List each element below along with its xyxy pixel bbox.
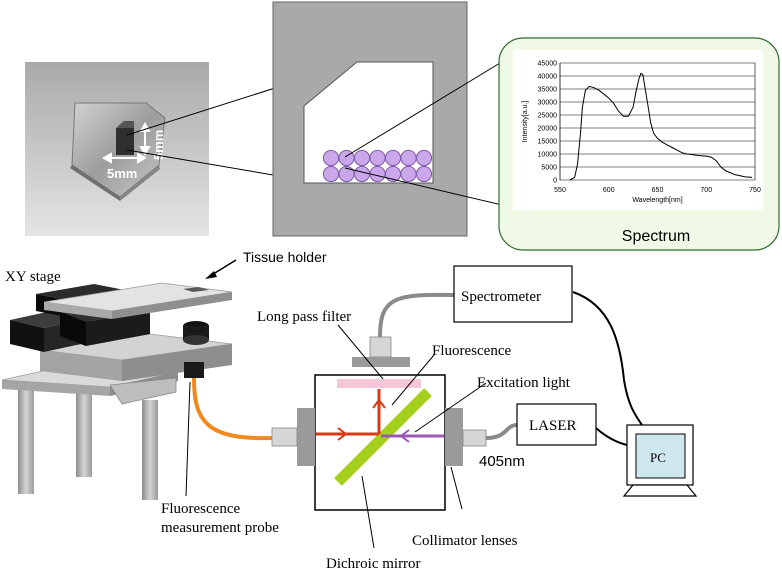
tissue-cell bbox=[415, 165, 433, 183]
excitation-light-label: Excitation light bbox=[477, 375, 571, 391]
laser-box bbox=[516, 403, 597, 446]
spectrometer-label: Spectrometer bbox=[461, 289, 541, 305]
laser-pc-cable bbox=[595, 427, 628, 446]
tissue-cells bbox=[322, 149, 433, 183]
dim-vertical-label: 5mm bbox=[151, 130, 166, 160]
tissue-cell bbox=[400, 165, 417, 183]
xy-stage-label: XY stage bbox=[5, 269, 61, 285]
y-tick-label: 45000 bbox=[538, 61, 558, 68]
tissue-holder-slot bbox=[183, 287, 209, 292]
y-tick-label: 30000 bbox=[538, 100, 558, 107]
probe-label-line2: measurement probe bbox=[161, 520, 279, 536]
pc-screen bbox=[635, 433, 686, 479]
spectrum-panel: 0 5000 10000 15000 20000 25000 30000 35000 40000… bbox=[498, 37, 780, 251]
dichroic-mirror-label: Dichroic mirror bbox=[326, 556, 421, 572]
laser-label: LASER bbox=[529, 418, 577, 434]
y-tick-label: 25000 bbox=[538, 113, 558, 120]
holder-slot bbox=[116, 128, 134, 155]
spectrum-line bbox=[569, 72, 753, 181]
cables bbox=[378, 291, 643, 446]
tissue-cell bbox=[384, 149, 402, 167]
pc: PC bbox=[622, 424, 698, 497]
tissue-cell bbox=[322, 149, 340, 167]
spectrometer-port bbox=[369, 336, 392, 358]
y-tick-label: 5000 bbox=[541, 165, 557, 172]
pc-label: PC bbox=[650, 450, 666, 465]
spectrum-chart: 0 5000 10000 15000 20000 25000 30000 35000 40000… bbox=[522, 61, 761, 205]
y-tick-label: 35000 bbox=[538, 87, 558, 94]
tissue-cell bbox=[322, 165, 340, 183]
y-tick-label: 20000 bbox=[538, 126, 558, 133]
spectrometer-fiber bbox=[378, 292, 455, 338]
spectrum-title: Spectrum bbox=[622, 228, 690, 245]
x-tick-label: 750 bbox=[749, 187, 761, 194]
x-tick-label: 600 bbox=[603, 187, 615, 194]
spectrometer-pc-cable bbox=[572, 291, 643, 426]
left-collimator-mount bbox=[297, 408, 315, 466]
long-pass-filter bbox=[337, 379, 421, 388]
long-pass-filter-label: Long pass filter bbox=[257, 309, 351, 325]
laser-fiber bbox=[485, 423, 518, 440]
wavelength-label: 405nm bbox=[479, 453, 525, 470]
fluorescence-label: Fluorescence bbox=[432, 343, 511, 359]
tissue-cell bbox=[415, 149, 433, 167]
dim-arrow-horizontal bbox=[101, 152, 148, 164]
y-tick-label: 0 bbox=[553, 178, 557, 185]
left-collimator bbox=[271, 427, 298, 447]
x-tick-label: 650 bbox=[652, 187, 664, 194]
tissue-cell bbox=[353, 149, 371, 167]
tissue-holder-pointer bbox=[205, 259, 237, 279]
right-collimator-mount bbox=[445, 408, 463, 466]
holder-cross-section bbox=[272, 1, 468, 237]
probe-label-line1: Fluorescence bbox=[161, 501, 240, 517]
y-axis-label: Intensity[a.u.] bbox=[522, 101, 529, 143]
tissue-holder-photo: 5mm 5mm bbox=[25, 62, 209, 236]
y-tick-label: 40000 bbox=[538, 74, 558, 81]
spectrometer-box bbox=[453, 265, 573, 323]
x-axis-label: Wavelength[nm] bbox=[632, 197, 682, 204]
right-collimator bbox=[462, 429, 487, 447]
y-tick-label: 10000 bbox=[538, 152, 558, 159]
probe-fiber bbox=[192, 377, 273, 441]
optical-unit bbox=[271, 336, 487, 511]
tissue-cell bbox=[369, 149, 386, 167]
tissue-cell bbox=[353, 165, 371, 183]
x-tick-label: 550 bbox=[554, 187, 566, 194]
tissue-holder-label: Tissue holder bbox=[243, 249, 327, 265]
dim-horizontal-label: 5mm bbox=[107, 166, 137, 181]
dim-arrow-vertical bbox=[139, 121, 151, 157]
xy-stage bbox=[1, 282, 233, 500]
x-tick-label: 700 bbox=[700, 187, 712, 194]
tissue-cell bbox=[400, 149, 417, 167]
y-tick-label: 15000 bbox=[538, 139, 558, 146]
collimator-lenses-label: Collimator lenses bbox=[412, 533, 518, 549]
